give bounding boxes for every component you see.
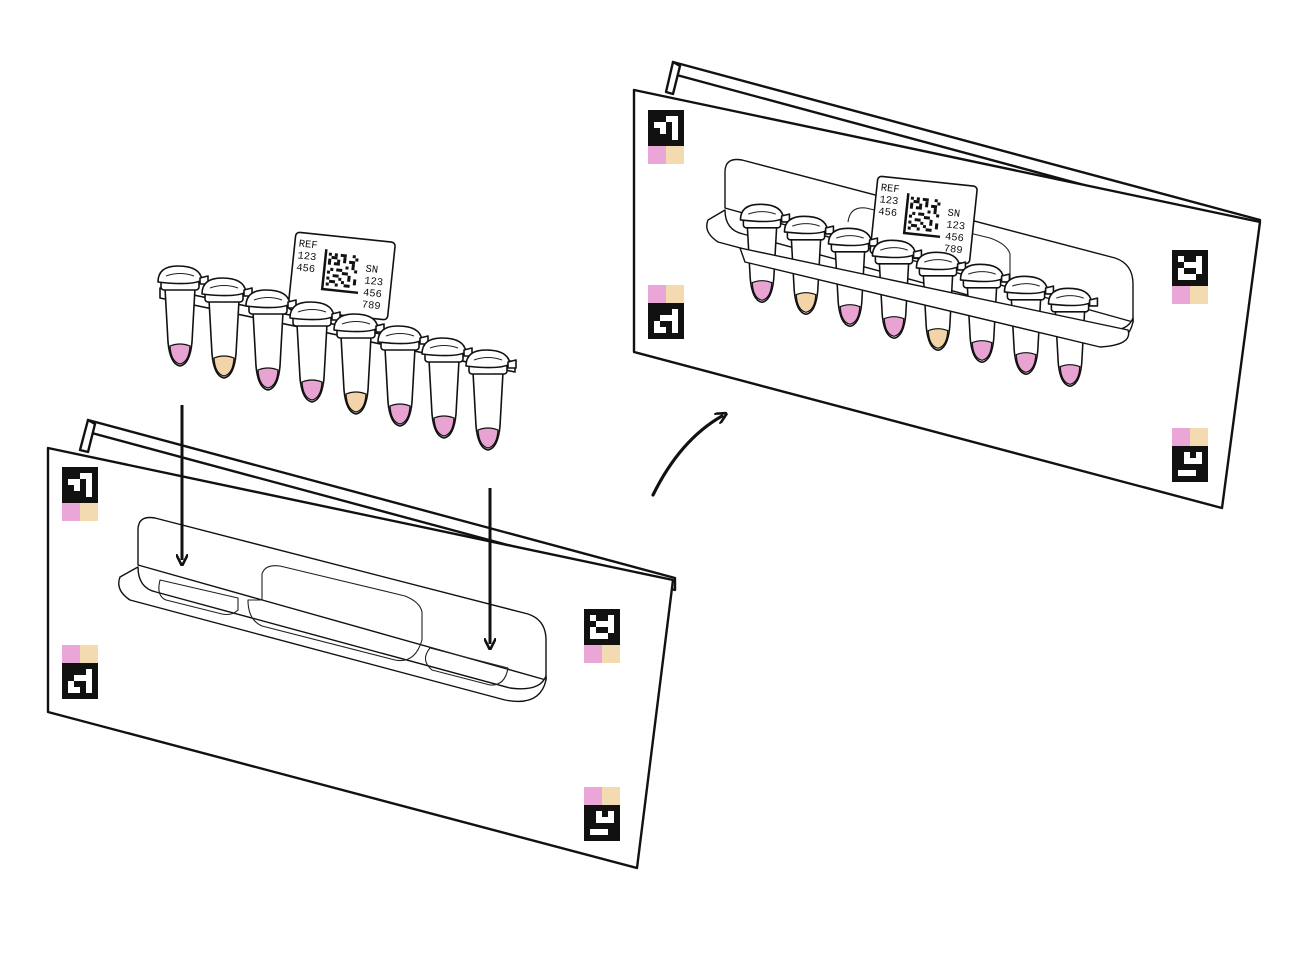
fiducial-marker-icon <box>584 787 620 841</box>
curved-arrow-icon <box>651 416 722 497</box>
sn-line: 123 <box>946 219 966 233</box>
empty-holder-card <box>46 418 677 870</box>
tube-strip-left: REF 123 456 SN 123 456 789 <box>157 231 517 451</box>
ref-line: 123 <box>879 194 899 208</box>
ref-line: 456 <box>878 206 898 220</box>
ref-label: REF <box>880 182 900 196</box>
tube <box>245 289 297 391</box>
tube <box>157 265 209 367</box>
datamatrix-code-icon <box>902 192 946 239</box>
fiducial-marker-icon <box>1172 428 1208 482</box>
fiducial-marker-icon <box>584 609 620 663</box>
sn-line: 123 <box>364 275 384 289</box>
tube <box>201 277 253 379</box>
sn-line: 456 <box>944 231 964 245</box>
sn-line: 456 <box>362 287 382 301</box>
fiducial-marker-icon <box>62 467 98 521</box>
datamatrix-code-icon <box>320 248 364 295</box>
sn-line: 789 <box>361 299 381 313</box>
tube <box>465 349 517 451</box>
ref-line: 123 <box>297 250 317 264</box>
tray-slot <box>118 516 547 703</box>
tube <box>377 325 429 427</box>
tube-strip-right: REF 123 456 SN 123 456 789 <box>739 175 1130 388</box>
tube <box>333 313 385 415</box>
ref-line: 456 <box>296 262 316 276</box>
fiducial-marker-icon <box>648 285 684 339</box>
sn-label: SN <box>365 263 379 276</box>
fiducial-marker-icon <box>648 110 684 164</box>
fiducial-marker-icon <box>62 645 98 699</box>
fiducial-marker-icon <box>1172 250 1208 304</box>
sn-label: SN <box>947 207 961 220</box>
ref-label: REF <box>298 238 318 252</box>
tube <box>421 337 473 439</box>
tube <box>289 301 341 403</box>
